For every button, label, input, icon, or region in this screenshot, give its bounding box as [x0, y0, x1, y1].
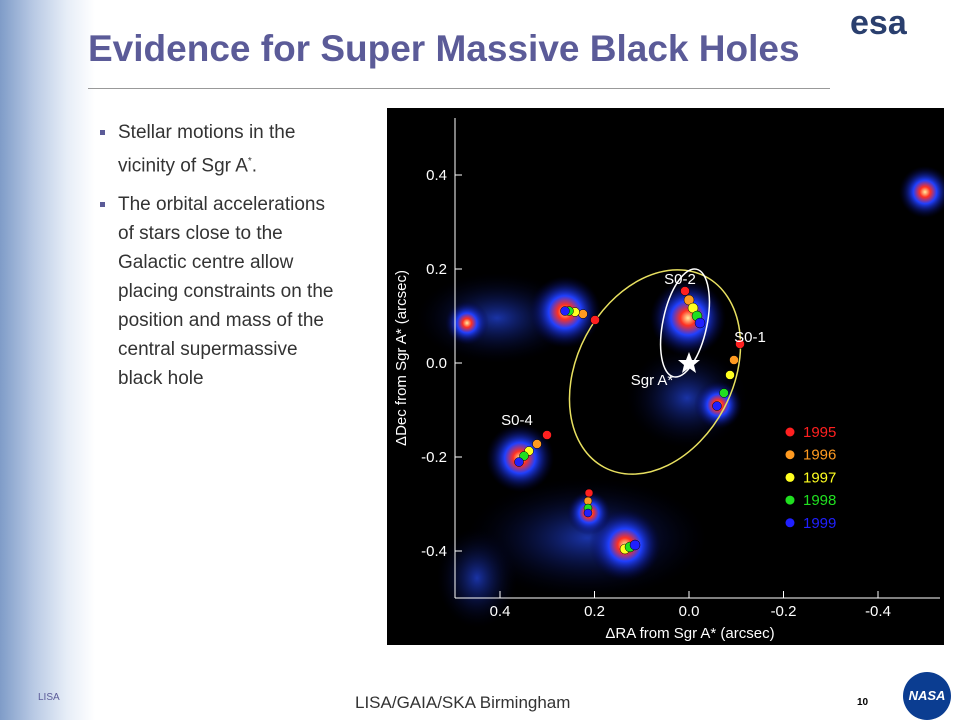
orbit-large [568, 269, 742, 475]
legend-label: 1998 [803, 492, 836, 509]
figure: 0.4 0.2 0.0 -0.2 -0.4 0.4 0.2 0.0 -0.2 -0.4 ΔDec f… [387, 108, 944, 645]
nasa-logo: NASA [903, 672, 951, 720]
x-tick-label: -0.4 [865, 603, 891, 620]
star-label: Sgr A* [631, 372, 674, 389]
esa-logo: esa [850, 4, 907, 42]
legend-dot [785, 450, 795, 460]
footer-center: LISA/GAIA/SKA Birmingham [355, 693, 571, 712]
bullet-list: Stellar motions in the vicinity of Sgr A… [100, 118, 345, 403]
legend-dot [785, 518, 795, 528]
decor-strip [0, 0, 95, 720]
y-tick-label: -0.2 [421, 449, 447, 466]
superscript: * [247, 156, 252, 167]
legend-dot [785, 472, 795, 482]
star-label: S0-2 [664, 271, 696, 288]
x-tick-label: 0.2 [584, 603, 605, 620]
title: Evidence for Super Massive Black Holes [88, 28, 800, 69]
y-tick-label: 0.0 [426, 355, 447, 372]
x-tick-label: -0.2 [771, 603, 797, 620]
legend-dot [785, 427, 795, 437]
legend-label: 1997 [803, 469, 836, 486]
star-label: S0-1 [734, 329, 766, 346]
bullet-tail: . [251, 155, 258, 177]
y-tick-label: 0.2 [426, 261, 447, 278]
x-tick-label: 0.0 [679, 603, 700, 620]
y-axis-label: ΔDec from Sgr A* (arcsec) [393, 270, 410, 446]
bullet-text: Stellar motions in the vicinity of Sgr A [118, 122, 296, 177]
bullet-text: The orbital accelerations of stars close… [118, 194, 334, 390]
bullet: Stellar motions in the vicinity of Sgr A… [100, 118, 345, 180]
title-rule [88, 88, 830, 89]
position-dots [514, 286, 745, 555]
legend-label: 1995 [803, 424, 836, 441]
legend-label: 1996 [803, 447, 836, 464]
sgr-star [678, 352, 700, 373]
x-tick-label: 0.4 [490, 603, 511, 620]
star-label: S0-4 [501, 412, 533, 429]
y-tick-label: 0.4 [426, 167, 447, 184]
x-axis-label: ΔRA from Sgr A* (arcsec) [605, 625, 774, 642]
y-tick-label: -0.4 [421, 543, 447, 560]
footer-left: LISA [38, 692, 60, 703]
page-number: 10 [857, 697, 869, 708]
legend-label: 1999 [803, 515, 836, 532]
orbit-small [659, 268, 711, 378]
legend-dot [785, 495, 795, 505]
bullet: The orbital accelerations of stars close… [100, 190, 345, 393]
